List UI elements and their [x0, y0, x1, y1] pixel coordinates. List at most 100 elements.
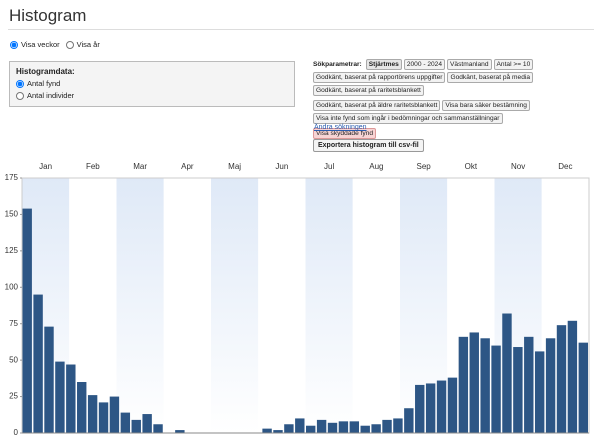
bar — [66, 364, 76, 433]
month-label: Okt — [465, 162, 478, 171]
label: Visa veckor — [21, 40, 60, 49]
data-option[interactable]: Antal individer — [16, 91, 288, 100]
page-title: Histogram — [9, 6, 87, 25]
bar — [284, 424, 294, 433]
y-tick-label: 100 — [5, 282, 19, 291]
month-label: Jul — [324, 162, 334, 171]
month-label: Aug — [369, 162, 383, 171]
tag[interactable]: Godkänt, baserat på rapportörens uppgift… — [313, 72, 446, 83]
bar — [382, 419, 392, 433]
radio[interactable] — [10, 40, 18, 49]
export-button[interactable]: Exportera histogram till csv-fil — [313, 139, 424, 152]
month-label: Jun — [275, 162, 288, 171]
month-band — [258, 178, 306, 433]
bar — [534, 351, 545, 433]
tag[interactable]: 2000 - 2024 — [403, 59, 446, 70]
month-band — [352, 178, 400, 433]
bar — [502, 313, 512, 433]
y-tick-label: 25 — [9, 392, 18, 401]
bar — [55, 361, 65, 433]
bar — [273, 430, 283, 433]
view-option[interactable]: Visa år — [65, 40, 100, 49]
tag[interactable]: Antal >= 10 — [493, 59, 534, 70]
tag[interactable]: Godkänt, baserat på raritetsblankett — [313, 85, 424, 96]
search-label: Sökparametrar: — [313, 61, 362, 68]
bar — [567, 320, 578, 433]
month-label: Apr — [181, 162, 194, 171]
month-label: Maj — [228, 162, 241, 171]
y-tick-label: 50 — [9, 355, 18, 364]
bar — [338, 421, 349, 433]
bar — [295, 418, 305, 433]
bar — [306, 425, 316, 433]
y-tick-label: 0 — [14, 428, 19, 437]
bar — [491, 345, 501, 433]
month-label: Sep — [417, 162, 432, 171]
y-tick-label: 125 — [5, 246, 19, 255]
month-band — [69, 178, 117, 433]
label: Antal fynd — [27, 79, 61, 88]
chart: Jan Feb Mar Apr Maj Jun Jul Aug Sep Okt Nov Dec 0 25 5… — [5, 162, 590, 437]
bar — [109, 396, 120, 433]
bar — [556, 325, 567, 433]
radio[interactable] — [16, 79, 24, 88]
bar — [458, 336, 469, 433]
month-band — [211, 178, 259, 433]
histogram-data-box: Histogramdata: Antal fynd Antal individe… — [9, 61, 295, 107]
bar — [480, 338, 490, 433]
bar — [153, 424, 163, 433]
bar — [44, 326, 54, 433]
y-tick-label: 75 — [9, 319, 18, 328]
bar — [131, 419, 141, 433]
bar — [447, 377, 458, 433]
tag[interactable]: Godkänt, baserat på äldre raritetsblanke… — [313, 100, 441, 111]
bar — [513, 347, 523, 433]
month-band — [116, 178, 164, 433]
bar — [469, 332, 479, 433]
month-label: Nov — [511, 162, 525, 171]
tag[interactable]: Godkänt, baserat på media — [447, 72, 534, 83]
bar — [316, 419, 327, 433]
bar — [371, 424, 381, 433]
month-label: Jan — [39, 162, 52, 171]
bar — [425, 383, 436, 433]
data-option[interactable]: Antal fynd — [16, 79, 288, 88]
bar — [578, 342, 588, 433]
change-search-link[interactable]: Ändra sökningen — [314, 124, 367, 131]
bar — [22, 208, 32, 433]
month-band — [305, 178, 353, 433]
bar — [393, 418, 403, 433]
bar — [175, 430, 185, 433]
tag[interactable]: Visa skyddade fynd — [313, 128, 377, 139]
label: Antal individer — [27, 91, 75, 100]
bar — [436, 380, 447, 433]
box-label: Histogramdata: — [16, 67, 75, 76]
bar — [98, 402, 109, 433]
bar — [33, 294, 43, 433]
tag[interactable]: Västmanland — [447, 59, 492, 70]
bar — [404, 408, 414, 433]
bar — [349, 421, 360, 433]
month-band — [163, 178, 211, 433]
month-label: Feb — [86, 162, 100, 171]
radio[interactable] — [65, 40, 74, 49]
bar — [415, 384, 425, 433]
bar — [524, 336, 534, 433]
month-label: Mar — [133, 162, 147, 171]
bar — [142, 414, 152, 433]
bar — [360, 425, 370, 433]
title-rule — [8, 29, 594, 30]
view-options: Visa veckor Visa år — [10, 40, 100, 49]
month-label: Dec — [558, 162, 572, 171]
tag[interactable]: Stjärtmes — [365, 59, 402, 70]
y-tick-label: 175 — [5, 173, 19, 182]
radio[interactable] — [16, 91, 24, 100]
label: Visa år — [76, 40, 100, 49]
tag[interactable]: Visa bara säker bestämning — [442, 100, 530, 111]
bar — [87, 395, 98, 433]
tag[interactable]: Visa inte fynd som ingår i bedömningar o… — [313, 113, 503, 124]
search-tags: Sökparametrar: Stjärtmes 2000 - 2024 Väs… — [313, 59, 601, 139]
bar — [545, 338, 556, 433]
view-option[interactable]: Visa veckor — [10, 40, 60, 49]
